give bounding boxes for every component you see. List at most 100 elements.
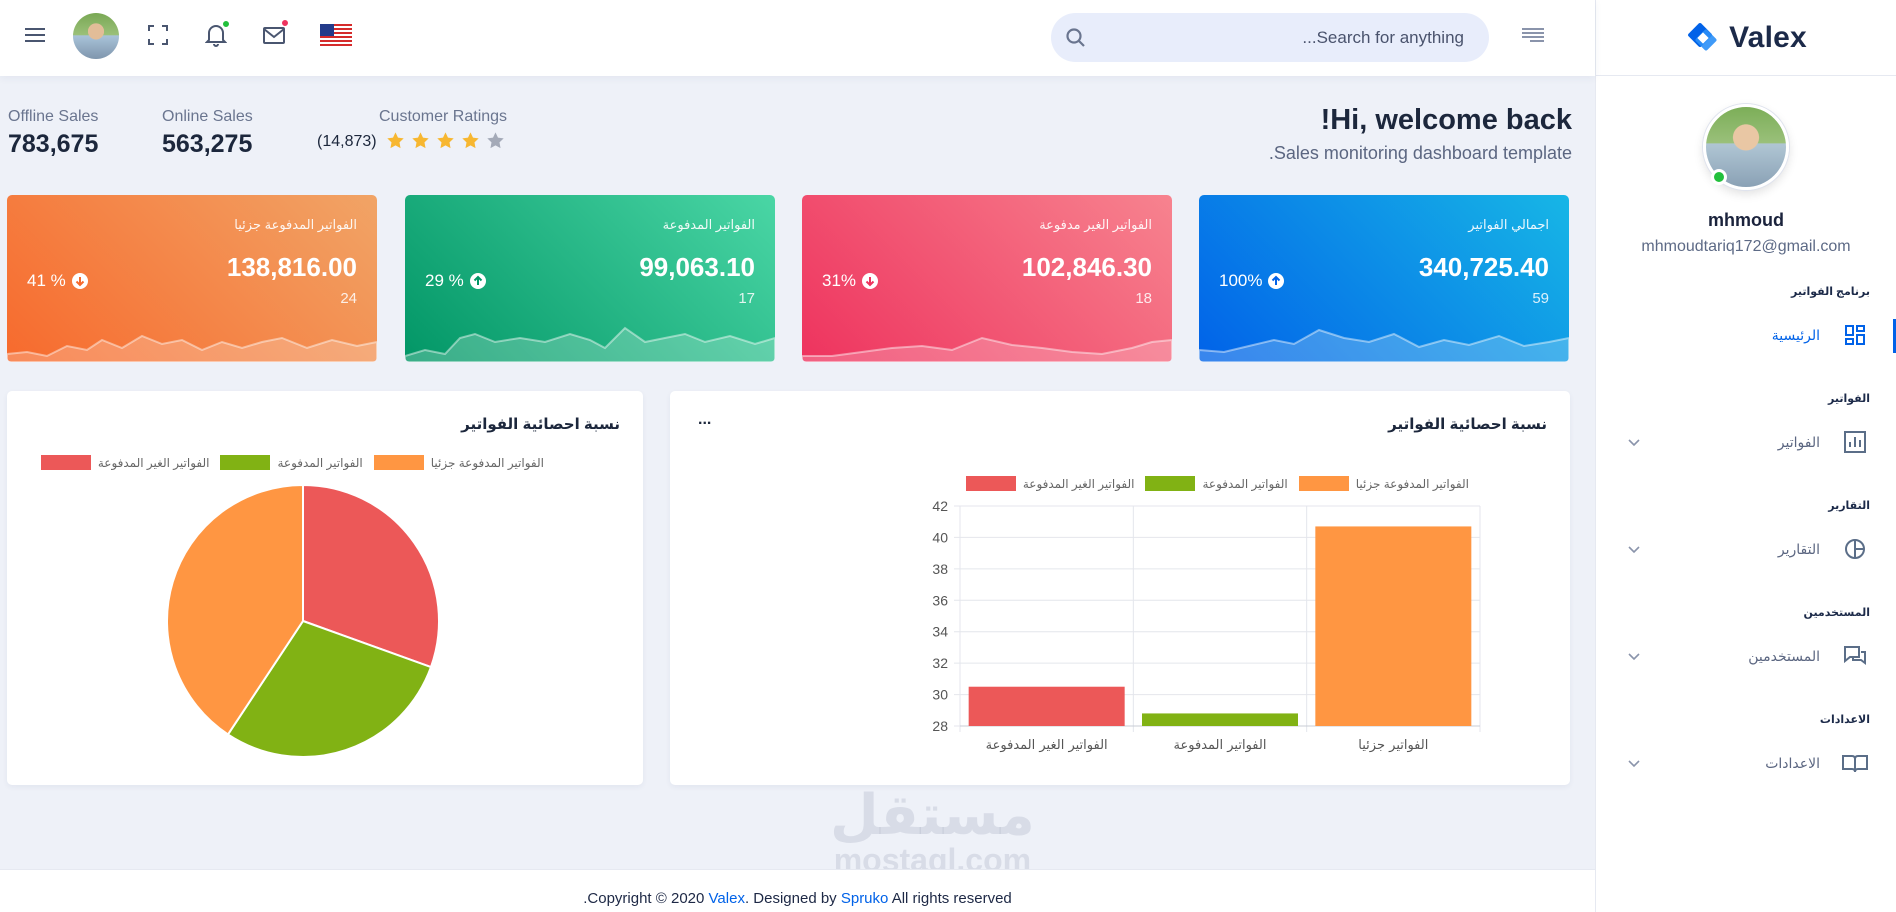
sidebar-item-users[interactable]: المستخدمين bbox=[1596, 634, 1896, 678]
stat-label: Offline Sales bbox=[8, 108, 99, 125]
profile-avatar[interactable] bbox=[1703, 104, 1789, 190]
card-value: 99,063.10 bbox=[639, 252, 755, 282]
legend-label: الفواتير المدفوعة bbox=[1202, 476, 1288, 491]
card-count: 17 bbox=[738, 290, 755, 307]
y-tick-label: 28 bbox=[932, 718, 948, 734]
pie-chart bbox=[166, 483, 440, 758]
valex-logo-icon bbox=[1688, 22, 1717, 50]
nav-section-title: برنامج الفواتير bbox=[1791, 286, 1870, 298]
chart-legend: الفواتير المدفوعة جزئيا الفواتير المدفوعة… bbox=[30, 455, 544, 470]
footer-brand-link[interactable]: Valex bbox=[708, 890, 745, 907]
stat-value: 563,275 bbox=[162, 130, 253, 158]
online-sales-stat: Online Sales 563,275 bbox=[162, 108, 253, 159]
sparkline bbox=[7, 334, 377, 362]
search-icon[interactable] bbox=[1065, 27, 1087, 49]
hamburger-icon bbox=[25, 28, 45, 42]
card-count: 59 bbox=[1532, 290, 1549, 307]
star-filled-icon bbox=[387, 132, 404, 149]
kpi-card[interactable]: الفواتير الغير مدفوعة 102,846.30 18 31% bbox=[802, 195, 1172, 362]
sidebar-item-reports[interactable]: التقارير bbox=[1596, 527, 1896, 571]
header-avatar[interactable] bbox=[73, 13, 119, 59]
sidebar-item-settings[interactable]: الاعدادات bbox=[1596, 741, 1896, 785]
sidebar-item-home[interactable]: الرئيسية bbox=[1596, 313, 1896, 357]
bar-chart-panel: نسبة احصائية الفواتير ... الفواتير المدف… bbox=[670, 391, 1570, 785]
footer-designer-link[interactable]: Spruko bbox=[840, 890, 889, 907]
fullscreen-icon bbox=[148, 25, 168, 45]
card-percent: 29 % bbox=[425, 271, 487, 291]
legend-label: الفواتير الغير المدفوعة bbox=[1022, 476, 1135, 491]
card-count: 24 bbox=[340, 290, 357, 307]
legend-item[interactable]: الفواتير المدفوعة bbox=[1145, 476, 1288, 491]
panel-title: نسبة احصائية الفواتير bbox=[461, 416, 620, 433]
search-box bbox=[1051, 13, 1489, 62]
card-value: 138,816.00 bbox=[226, 252, 357, 282]
legend-swatch bbox=[1145, 476, 1196, 491]
messages-button[interactable] bbox=[259, 19, 289, 50]
arrow-up-circle-icon bbox=[469, 273, 486, 289]
bar-chart-icon bbox=[1842, 429, 1868, 455]
align-menu-button[interactable] bbox=[1518, 20, 1548, 50]
kpi-card[interactable]: الفواتير المدفوعة جزئيا 138,816.00 24 41… bbox=[7, 195, 377, 362]
online-status-dot bbox=[1711, 169, 1727, 185]
sidebar-item-label: الاعدادات bbox=[1765, 754, 1820, 771]
bar bbox=[1142, 713, 1298, 726]
sparkline bbox=[802, 336, 1172, 362]
fullscreen-button[interactable] bbox=[143, 20, 173, 50]
chevron-down-icon bbox=[1628, 439, 1640, 447]
footer-text: .Copyright © 2020 bbox=[583, 890, 709, 907]
kpi-card[interactable]: اجمالي الفواتير 340,725.40 59 100% bbox=[1199, 195, 1569, 362]
card-percent-value: 31% bbox=[822, 271, 857, 290]
pie-slice[interactable] bbox=[226, 619, 433, 758]
pie-chart-panel: نسبة احصائية الفواتير الفواتير المدفوعة … bbox=[7, 391, 643, 785]
legend-label: الفواتير المدفوعة جزئيا bbox=[1355, 476, 1469, 491]
chevron-down-icon bbox=[1628, 760, 1640, 768]
ratings-count: (14,873) bbox=[317, 133, 377, 150]
pie-slice[interactable] bbox=[166, 483, 304, 736]
card-percent: 100% bbox=[1219, 271, 1285, 291]
legend-label: الفواتير المدفوعة جزئيا bbox=[430, 455, 544, 470]
x-tick-label: الفواتير الغير المدفوعة bbox=[986, 738, 1108, 753]
legend-swatch bbox=[1298, 476, 1349, 491]
sidebar-item-label: المستخدمين bbox=[1748, 647, 1820, 664]
customer-ratings-stat: Customer Ratings bbox=[379, 108, 507, 126]
menu-toggle-button[interactable] bbox=[20, 20, 50, 50]
card-title: الفواتير الغير مدفوعة bbox=[1039, 217, 1152, 232]
legend-item[interactable]: الفواتير المدفوعة جزئيا bbox=[1298, 476, 1469, 491]
legend-swatch bbox=[40, 455, 91, 470]
y-tick-label: 42 bbox=[932, 498, 948, 514]
sidebar-item-label: الفواتير bbox=[1777, 433, 1820, 450]
bar bbox=[968, 686, 1125, 726]
footer: .Copyright © 2020 Valex. Designed by Spr… bbox=[0, 869, 1595, 912]
align-right-icon bbox=[1522, 28, 1544, 42]
offline-sales-stat: Offline Sales 783,675 bbox=[8, 108, 98, 159]
stat-value: 783,675 bbox=[8, 130, 99, 158]
watermark: مستقل mostaql.com bbox=[830, 783, 1035, 878]
card-percent: 31% bbox=[822, 271, 879, 291]
brand-logo[interactable]: Valex bbox=[1596, 0, 1896, 76]
x-tick-label: الفواتير جزئيا bbox=[1358, 738, 1428, 753]
search-input[interactable] bbox=[1099, 13, 1464, 62]
book-icon bbox=[1842, 750, 1868, 776]
pie-slice[interactable] bbox=[302, 483, 440, 669]
kpi-card[interactable]: الفواتير المدفوعة 99,063.10 17 29 % bbox=[405, 195, 775, 362]
language-button[interactable] bbox=[320, 20, 352, 50]
legend-swatch bbox=[220, 455, 271, 470]
star-empty-icon bbox=[487, 132, 504, 149]
card-percent: 41 % bbox=[27, 271, 89, 291]
sidebar-item-label: الرئيسية bbox=[1771, 326, 1820, 343]
x-tick-label: الفواتير المدفوعة bbox=[1174, 738, 1267, 753]
legend-item[interactable]: الفواتير المدفوعة bbox=[220, 455, 363, 470]
arrow-up-circle-icon bbox=[1268, 273, 1285, 289]
sidebar-item-invoices[interactable]: الفواتير bbox=[1596, 420, 1896, 464]
welcome-block: !Hi, welcome back .Sales monitoring dash… bbox=[1269, 104, 1572, 164]
legend-item[interactable]: الفواتير الغير المدفوعة bbox=[40, 455, 209, 470]
legend-item[interactable]: الفواتير المدفوعة جزئيا bbox=[373, 455, 544, 470]
notifications-button[interactable] bbox=[201, 20, 231, 50]
card-value: 340,725.40 bbox=[1418, 252, 1549, 282]
card-title: الفواتير المدفوعة bbox=[662, 217, 755, 232]
sidebar-item-label: التقارير bbox=[1777, 540, 1820, 557]
more-options-button[interactable]: ... bbox=[698, 411, 712, 428]
sidebar: Valex mhmoud mhmoudtariq172@gmail.com بر… bbox=[1595, 0, 1896, 912]
arrow-down-circle-icon bbox=[862, 273, 879, 289]
legend-item[interactable]: الفواتير الغير المدفوعة bbox=[965, 476, 1135, 491]
